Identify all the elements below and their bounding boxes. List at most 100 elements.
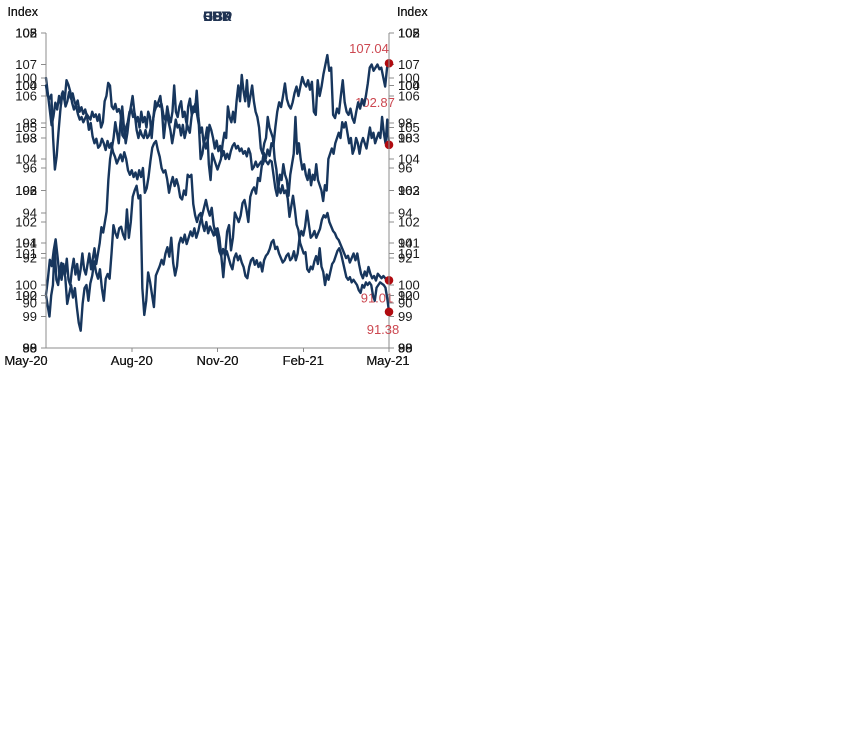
chart-title: EUR: [203, 9, 232, 24]
y-tick-label-left: 103: [15, 131, 37, 146]
y-tick-label-left: 98: [23, 116, 37, 131]
endpoint-value-label: 91.38: [367, 322, 400, 337]
y-tick-label-left: 102: [15, 26, 37, 41]
y-tick-label-right: 101: [398, 246, 420, 261]
y-tick-label-left: 104: [15, 152, 37, 167]
y-tick-label-left: 102: [15, 26, 37, 41]
y-tick-label-right: 102: [398, 26, 420, 41]
y-tick-label-left: 98: [23, 131, 37, 146]
y-tick-label-left: 103: [15, 183, 37, 198]
endpoint-dot: [384, 307, 394, 317]
y-tick-label-right: 90: [398, 341, 412, 356]
chart-title: JPY: [205, 9, 231, 24]
y-tick-label-right: 96: [398, 183, 412, 198]
x-tick-label: Nov-20: [197, 353, 239, 368]
y-tick-label-left: 90: [23, 341, 37, 356]
y-tick-label-left: 90: [23, 296, 37, 311]
series-line: [44, 53, 391, 332]
series-line: [44, 81, 391, 313]
y-tick-label-right: 98: [398, 116, 412, 131]
y-tick-label-left: 96: [23, 161, 37, 176]
y-tick-label-left: 102: [15, 215, 37, 230]
chart-title: USD: [203, 9, 232, 24]
index-axis-title-right: Index: [397, 5, 428, 19]
x-tick-label: May-20: [4, 353, 47, 368]
y-tick-label-left: 94: [23, 206, 37, 221]
y-tick-label-left: 102: [15, 183, 37, 198]
x-tick-label: Feb-21: [283, 353, 324, 368]
y-tick-label-left: 99: [23, 309, 37, 324]
x-tick-label: May-21: [366, 353, 409, 368]
x-tick-label: Aug-20: [111, 353, 153, 368]
x-tick-label: Nov-20: [197, 353, 239, 368]
y-tick-label-right: 100: [398, 78, 420, 93]
series-line: [44, 76, 391, 282]
y-tick-label-left: 100: [15, 288, 37, 303]
x-tick-label: Aug-20: [111, 353, 153, 368]
x-tick-label: Nov-20: [197, 353, 239, 368]
chart-jpy: Index Index JPY 90 90 92 92 94 94 96 96 98 98 100 100 1…: [0, 0, 430, 377]
y-tick-label-right: 101: [398, 236, 420, 251]
y-tick-label-right: 90: [398, 296, 412, 311]
index-axis-title-left: Index: [7, 5, 38, 19]
y-tick-label-right: 92: [398, 288, 412, 303]
y-tick-label-left: 88: [23, 341, 37, 356]
y-tick-label-left: 101: [15, 246, 37, 261]
index-axis-title-right: Index: [397, 5, 428, 19]
y-tick-label-right: 103: [398, 131, 420, 146]
y-tick-label-left: 100: [15, 71, 37, 86]
y-tick-label-right: 104: [398, 78, 420, 93]
y-tick-label-left: 100: [15, 278, 37, 293]
y-tick-label-left: 105: [15, 120, 37, 135]
x-tick-label: Feb-21: [283, 353, 324, 368]
y-tick-label-right: 98: [398, 131, 412, 146]
y-tick-label-right: 100: [398, 288, 420, 303]
index-axis-title-right: Index: [397, 5, 428, 19]
y-tick-label-right: 99: [398, 309, 412, 324]
y-tick-label-left: 105: [15, 26, 37, 41]
y-tick-label-right: 96: [398, 161, 412, 176]
y-tick-label-right: 104: [398, 152, 420, 167]
y-tick-label-right: 102: [398, 215, 420, 230]
endpoint-value-label: 107.04: [349, 41, 389, 56]
x-tick-label: Feb-21: [283, 353, 324, 368]
y-tick-label-right: 102: [398, 26, 420, 41]
y-tick-label-right: 102: [398, 183, 420, 198]
y-tick-label-left: 107: [15, 57, 37, 72]
x-tick-label: May-21: [366, 353, 409, 368]
y-tick-label-left: 106: [15, 89, 37, 104]
y-tick-label-right: 103: [398, 183, 420, 198]
y-tick-label-right: 94: [398, 236, 412, 251]
index-axis-title-right: Index: [397, 5, 428, 19]
y-tick-label-left: 96: [23, 183, 37, 198]
y-tick-label-left: 104: [15, 78, 37, 93]
y-tick-label-right: 106: [398, 89, 420, 104]
x-tick-label: Aug-20: [111, 353, 153, 368]
series-line: [44, 73, 391, 318]
y-tick-label-right: 88: [398, 341, 412, 356]
y-tick-label-left: 92: [23, 251, 37, 266]
y-tick-label-right: 100: [398, 71, 420, 86]
y-tick-label-left: 100: [15, 78, 37, 93]
x-tick-label: May-21: [366, 353, 409, 368]
y-tick-label-right: 94: [398, 206, 412, 221]
index-axis-title-left: Index: [7, 5, 38, 19]
y-tick-label-left: 98: [23, 341, 37, 356]
y-tick-label-right: 105: [398, 26, 420, 41]
index-axis-title-left: Index: [7, 5, 38, 19]
y-tick-label-left: 99: [23, 341, 37, 356]
y-tick-label-right: 99: [398, 341, 412, 356]
x-tick-label: May-20: [4, 353, 47, 368]
x-tick-label: Nov-20: [197, 353, 239, 368]
y-tick-label-right: 107: [398, 57, 420, 72]
y-tick-label-left: 101: [15, 236, 37, 251]
y-tick-label-right: 108: [398, 26, 420, 41]
x-tick-label: May-20: [4, 353, 47, 368]
y-tick-label-right: 98: [398, 341, 412, 356]
endpoint-value-label: 91.01: [361, 290, 394, 305]
y-tick-label-left: 94: [23, 236, 37, 251]
y-tick-label-right: 100: [398, 278, 420, 293]
y-tick-label-left: 92: [23, 288, 37, 303]
